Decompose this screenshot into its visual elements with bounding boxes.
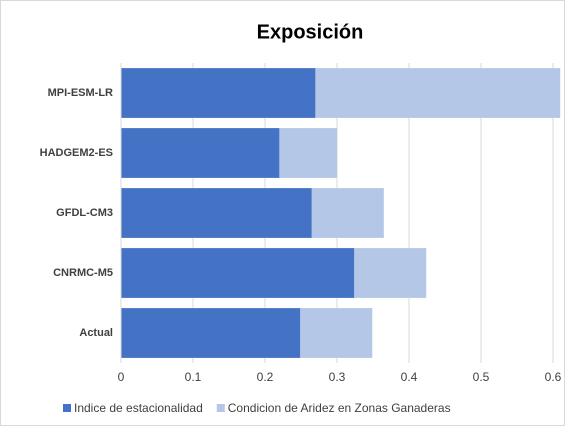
chart-title: Exposición	[257, 21, 364, 43]
bar-segment	[121, 248, 355, 298]
bar-segment	[354, 248, 427, 298]
bar-segment	[121, 188, 312, 238]
x-tick-label: 0	[118, 370, 125, 384]
legend-label: Condicion de Aridez en Zonas Ganaderas	[228, 401, 451, 415]
bar-segment	[311, 188, 384, 238]
x-tick-label: 0.4	[401, 370, 418, 384]
legend-label: Indice de estacionalidad	[74, 401, 203, 415]
x-tick-label: 0.5	[473, 370, 490, 384]
x-tick-label: 0.2	[257, 370, 274, 384]
y-tick-label: GFDL-CM3	[56, 207, 113, 219]
bar-segment	[300, 308, 373, 358]
bar-segment	[279, 128, 337, 178]
bar-segment	[315, 68, 561, 118]
bar-segment	[121, 68, 316, 118]
x-tick-label: 0.6	[545, 370, 562, 384]
legend-swatch	[63, 404, 71, 412]
y-tick-label: Actual	[79, 327, 113, 339]
bar-segment	[121, 128, 280, 178]
y-tick-label: MPI-ESM-LR	[48, 87, 113, 99]
bar-segment	[121, 308, 301, 358]
y-tick-label: CNRMC-M5	[53, 267, 113, 279]
x-tick-label: 0.3	[329, 370, 346, 384]
y-tick-label: HADGEM2-ES	[40, 147, 113, 159]
legend-swatch	[216, 404, 225, 412]
x-tick-label: 0.1	[185, 370, 202, 384]
